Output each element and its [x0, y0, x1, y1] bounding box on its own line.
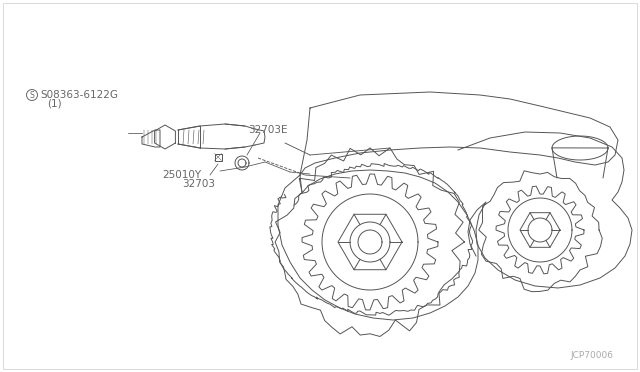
Text: (1): (1) — [47, 98, 61, 108]
Bar — [214, 154, 221, 160]
Text: 32703E: 32703E — [248, 125, 287, 135]
Text: 25010Y: 25010Y — [162, 170, 201, 180]
Text: JCP70006: JCP70006 — [570, 350, 613, 359]
Text: S: S — [29, 90, 35, 99]
Text: 32703: 32703 — [182, 179, 215, 189]
Text: S08363-6122G: S08363-6122G — [40, 90, 118, 100]
